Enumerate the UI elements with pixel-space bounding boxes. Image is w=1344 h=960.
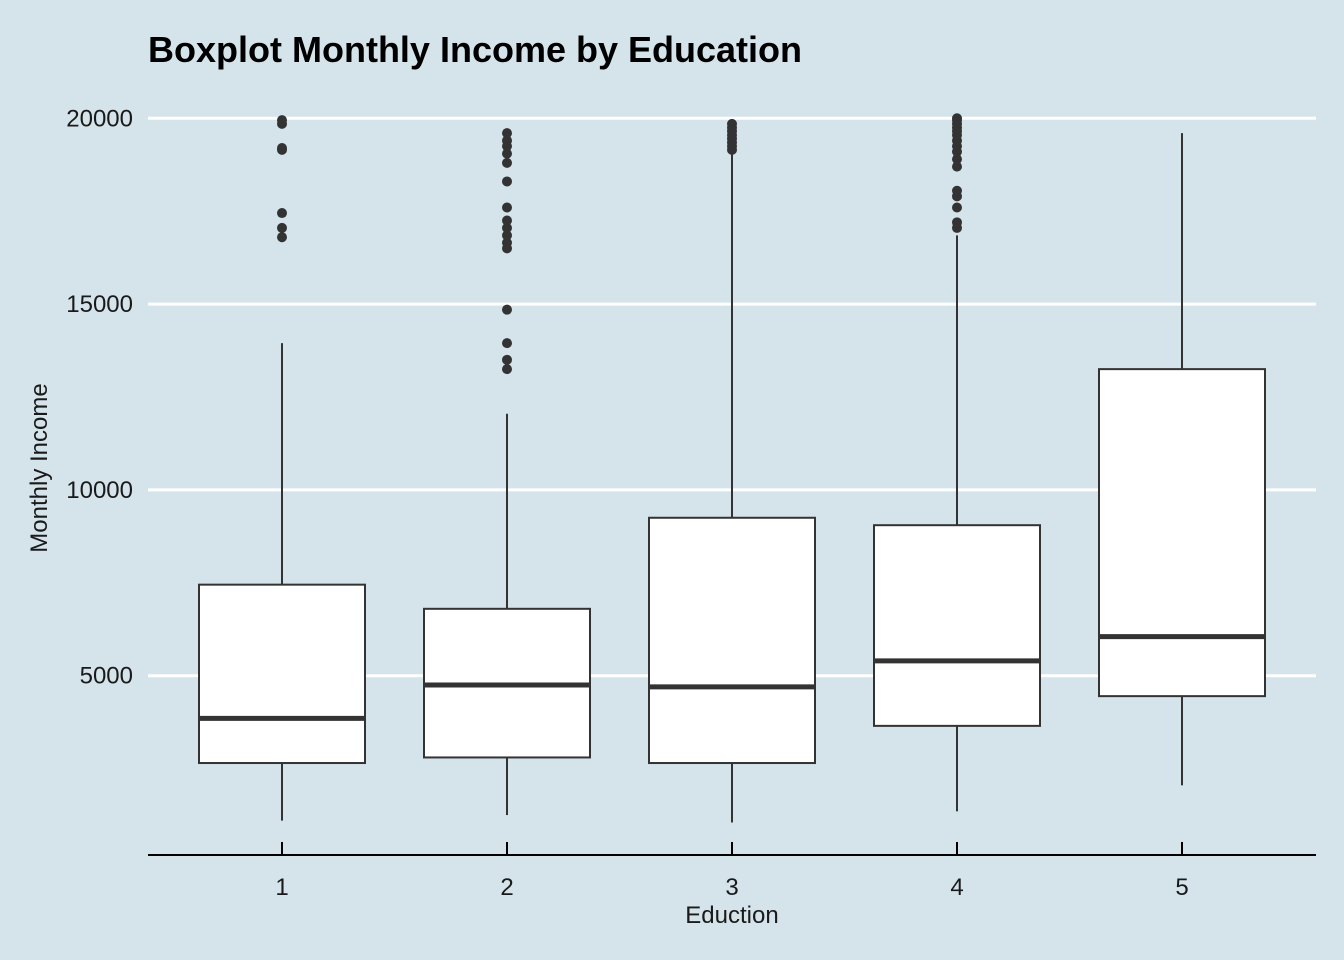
outlier-point xyxy=(952,185,962,196)
outlier-point xyxy=(502,157,512,168)
y-axis-title: Monthly Income xyxy=(26,383,53,552)
x-axis-ticks: 1 2 3 4 5 xyxy=(275,842,1189,901)
y-tick-label: 20000 xyxy=(66,105,133,132)
outlier-point xyxy=(277,115,287,126)
y-tick-label: 10000 xyxy=(66,477,133,504)
outlier-point xyxy=(502,176,512,187)
box-category-1 xyxy=(198,115,366,821)
outlier-point xyxy=(727,118,737,129)
outlier-point xyxy=(502,215,512,226)
box-iqr xyxy=(1098,368,1266,698)
outlier-point xyxy=(502,338,512,349)
outlier-point xyxy=(952,161,962,172)
outlier-point xyxy=(502,304,512,315)
box-category-3 xyxy=(648,118,816,823)
box-iqr xyxy=(648,516,816,765)
outlier-point xyxy=(277,143,287,154)
box-iqr xyxy=(198,583,366,765)
outlier-point xyxy=(502,364,512,375)
outlier-point xyxy=(277,222,287,233)
outlier-point xyxy=(502,354,512,365)
outlier-point xyxy=(502,148,512,159)
x-tick-label: 3 xyxy=(725,874,738,901)
x-tick-label: 1 xyxy=(275,874,288,901)
y-axis-ticks: 5000 10000 15000 20000 xyxy=(66,105,133,689)
y-tick-label: 15000 xyxy=(66,291,133,318)
x-tick-label: 2 xyxy=(500,874,513,901)
x-tick-label: 5 xyxy=(1175,874,1188,901)
outlier-point xyxy=(952,202,962,213)
boxes xyxy=(198,113,1266,823)
chart-title: Boxplot Monthly Income by Education xyxy=(148,29,802,70)
outlier-point xyxy=(502,202,512,213)
outlier-point xyxy=(502,237,512,248)
outlier-point xyxy=(502,128,512,139)
x-tick-label: 4 xyxy=(950,874,963,901)
box-category-2 xyxy=(423,128,591,816)
outlier-point xyxy=(952,113,962,124)
y-tick-label: 5000 xyxy=(80,663,133,690)
outlier-point xyxy=(277,208,287,219)
box-iqr xyxy=(873,524,1041,727)
outlier-point xyxy=(502,230,512,241)
outlier-point xyxy=(952,217,962,228)
outlier-point xyxy=(502,222,512,233)
box-category-5 xyxy=(1098,133,1266,786)
outlier-point xyxy=(277,232,287,243)
box-category-4 xyxy=(873,113,1041,812)
outlier-point xyxy=(952,154,962,165)
x-axis-title: Eduction xyxy=(685,902,778,929)
outlier-point xyxy=(502,135,512,146)
